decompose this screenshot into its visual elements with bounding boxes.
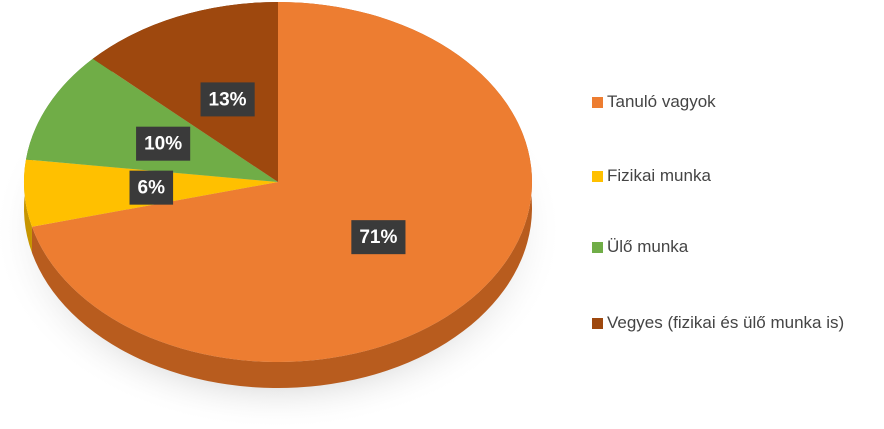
data-label: 6% [138, 178, 166, 199]
legend-item: Tanuló vagyok [592, 89, 882, 115]
label-box [136, 126, 191, 161]
legend-item: Vegyes (fizikai és ülő munka is) [592, 310, 882, 336]
legend-swatch [592, 318, 603, 329]
slice [26, 58, 278, 182]
legend-label: Ülő munka [607, 237, 689, 256]
data-label: 71% [359, 227, 397, 248]
data-label: 13% [209, 89, 247, 110]
legend-item: Fizikai munka [592, 163, 882, 189]
slice [92, 2, 278, 182]
label-box [129, 170, 174, 205]
slice [31, 2, 533, 363]
legend-item: Ülő munka [592, 234, 882, 260]
legend-swatch [592, 242, 603, 253]
pie-area: 71% 6% 10% 13% [0, 2, 563, 429]
legend-swatch [592, 171, 603, 182]
label-box [351, 220, 406, 255]
legend-swatch [592, 97, 603, 108]
legend-label: Fizikai munka [607, 166, 711, 185]
legend-label: Tanuló vagyok [607, 92, 716, 111]
legend-label: Vegyes (fizikai és ülő munka is) [607, 313, 845, 332]
data-label: 10% [144, 134, 182, 155]
label-box [200, 82, 255, 117]
